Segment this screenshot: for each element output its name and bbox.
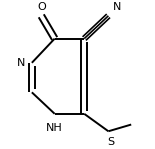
Text: S: S (108, 137, 115, 147)
Text: N: N (112, 2, 121, 12)
Text: NH: NH (46, 123, 63, 133)
Text: O: O (37, 2, 46, 12)
Text: N: N (17, 58, 25, 68)
